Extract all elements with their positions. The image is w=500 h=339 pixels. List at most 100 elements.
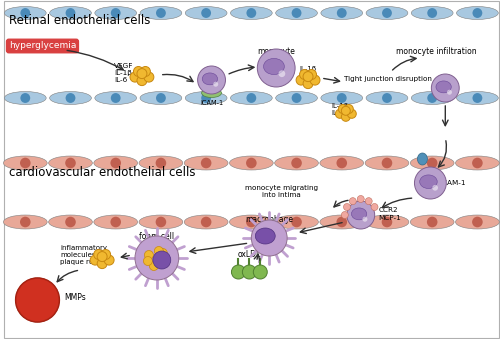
Ellipse shape [418,153,428,165]
Circle shape [342,212,348,219]
Circle shape [427,217,438,227]
Ellipse shape [256,228,275,244]
Ellipse shape [184,215,228,229]
Circle shape [110,158,121,168]
Text: hyperglycemia: hyperglycemia [9,41,76,51]
Ellipse shape [139,156,183,170]
Circle shape [472,8,482,18]
Circle shape [428,8,437,18]
Circle shape [20,158,30,168]
Ellipse shape [366,92,408,104]
Ellipse shape [4,6,46,20]
Circle shape [382,93,392,103]
Circle shape [382,158,392,168]
Ellipse shape [456,215,500,229]
Circle shape [348,109,356,118]
Circle shape [201,158,211,168]
Circle shape [65,158,76,168]
Circle shape [344,203,350,211]
Circle shape [246,158,256,168]
Ellipse shape [50,92,92,104]
Ellipse shape [185,92,227,104]
Ellipse shape [94,215,138,229]
Circle shape [66,93,76,103]
Circle shape [303,79,313,88]
Circle shape [447,90,452,95]
Circle shape [254,265,268,279]
Ellipse shape [456,156,500,170]
Circle shape [350,198,356,205]
Circle shape [160,259,168,267]
Text: cardiovascular endothelial cells: cardiovascular endothelial cells [8,165,195,179]
Circle shape [336,217,347,227]
Circle shape [292,8,302,18]
Circle shape [303,72,313,82]
Ellipse shape [26,291,56,315]
Circle shape [144,251,154,259]
Ellipse shape [184,156,228,170]
Circle shape [371,203,378,211]
Ellipse shape [420,175,437,188]
Circle shape [20,217,30,227]
Circle shape [201,8,211,18]
Ellipse shape [95,6,136,20]
Ellipse shape [230,6,272,20]
Ellipse shape [202,88,222,98]
Circle shape [130,72,140,82]
Ellipse shape [412,92,453,104]
Circle shape [432,185,438,191]
Ellipse shape [321,6,362,20]
Circle shape [154,246,164,256]
Circle shape [306,69,316,80]
Circle shape [252,220,287,256]
Circle shape [278,70,285,77]
Circle shape [337,93,346,103]
Text: monocyte infiltration: monocyte infiltration [396,46,476,56]
Circle shape [310,75,320,85]
Circle shape [472,93,482,103]
Circle shape [111,8,120,18]
Circle shape [140,66,150,77]
Circle shape [338,104,347,114]
Text: Retinal endothelial cells: Retinal endothelial cells [8,14,150,26]
Circle shape [342,112,350,121]
Circle shape [144,72,154,82]
Circle shape [292,158,302,168]
Circle shape [292,93,302,103]
Circle shape [156,158,166,168]
Circle shape [336,158,347,168]
Circle shape [198,66,226,94]
Circle shape [97,252,107,262]
Circle shape [432,74,459,102]
Ellipse shape [410,156,454,170]
Text: macrophage: macrophage [245,215,293,224]
Ellipse shape [320,215,364,229]
Ellipse shape [276,6,318,20]
Ellipse shape [274,215,318,229]
Circle shape [104,255,114,265]
Ellipse shape [352,208,366,220]
Text: monocyte migrating
into intima: monocyte migrating into intima [244,185,318,198]
Circle shape [362,217,368,222]
Circle shape [358,196,364,202]
Circle shape [365,198,372,205]
Text: inflammatory
molecules
plaque rupture: inflammatory molecules plaque rupture [60,245,112,265]
Circle shape [347,201,374,229]
Ellipse shape [50,6,92,20]
Circle shape [20,8,30,18]
Ellipse shape [4,92,46,104]
Circle shape [137,76,147,86]
Circle shape [97,259,107,268]
Circle shape [382,8,392,18]
Ellipse shape [230,92,272,104]
Circle shape [336,109,344,118]
Text: VEGF
IL-1β
IL-6: VEGF IL-1β IL-6 [114,63,134,83]
Circle shape [110,217,121,227]
Circle shape [472,217,482,227]
Ellipse shape [366,6,408,20]
Circle shape [292,217,302,227]
Circle shape [20,93,30,103]
Circle shape [94,250,104,259]
Circle shape [156,217,166,227]
Circle shape [342,106,350,115]
